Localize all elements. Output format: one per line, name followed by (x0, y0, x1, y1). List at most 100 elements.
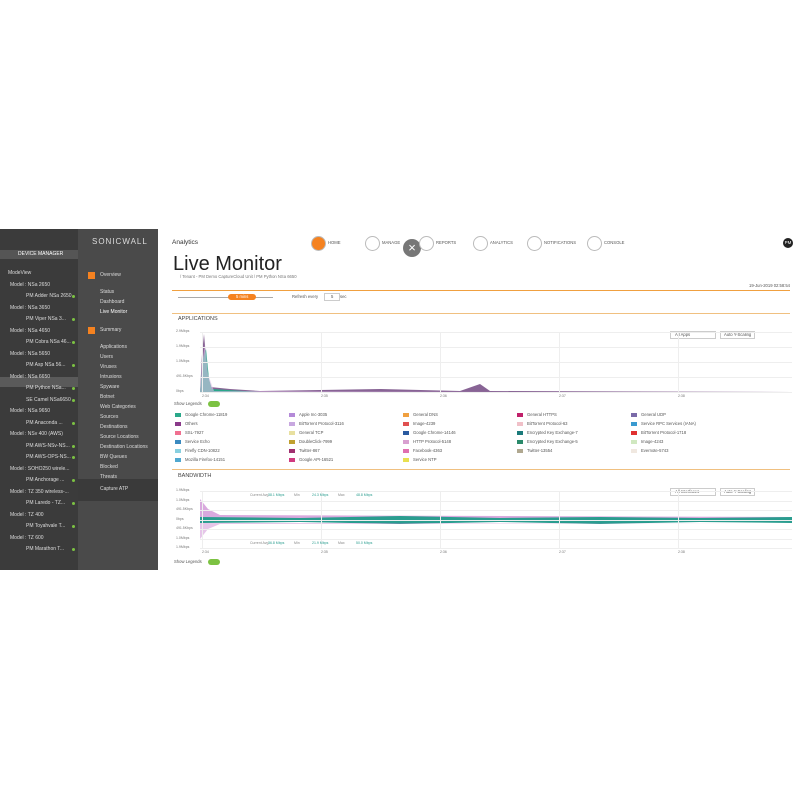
legend-swatch[interactable] (289, 458, 295, 462)
tree-device[interactable]: PM AWS-NSv-NS... (26, 442, 70, 449)
legend-swatch[interactable] (631, 413, 637, 417)
legend-swatch[interactable] (631, 422, 637, 426)
filter-dropdown[interactable]: All Interfaces (670, 488, 716, 497)
nav-item[interactable]: Viruses (100, 364, 117, 370)
tree-model[interactable]: Model : NSa 2650 (10, 281, 51, 288)
legend-label[interactable]: DoubleClick-7999 (299, 439, 333, 444)
tree-model[interactable]: Model : NSv 400 (AWS) (10, 431, 63, 437)
tree-device[interactable]: PM Adder NSa 2650 (26, 293, 72, 299)
legend-label[interactable]: Image-4239 (413, 421, 436, 426)
tree-model[interactable]: Model : TZ 600 (10, 534, 44, 541)
legend-label[interactable]: Evernote-5743 (641, 448, 669, 453)
nav-item[interactable]: Sources (100, 414, 119, 420)
legend-label[interactable]: Google API-16521 (299, 457, 334, 462)
nav-item[interactable]: Source Locations (100, 434, 139, 440)
nav-item[interactable]: Threats (100, 474, 117, 480)
tree-device[interactable]: PM Asp NSa 56... (26, 362, 66, 368)
tree-device[interactable]: PM Cobra NSa 46... (26, 339, 71, 345)
legend-swatch[interactable] (289, 431, 295, 435)
legend-label[interactable]: HTTP Protocol-5148 (413, 439, 452, 444)
nav-section[interactable]: Overview (100, 272, 121, 278)
nav-tab[interactable]: CONSOLE (604, 240, 625, 245)
tree-root[interactable]: ModeView (8, 270, 32, 276)
legend-label[interactable]: BitTorrent Protocol-63 (527, 421, 568, 426)
legend-swatch[interactable] (517, 413, 523, 417)
nav-footer[interactable]: Capture ATP (100, 486, 129, 492)
filter-dropdown[interactable]: All Apps (670, 331, 716, 340)
nav-tab[interactable]: NOTIFICATIONS (544, 240, 577, 245)
nav-item[interactable]: Status (100, 289, 115, 295)
legend-swatch[interactable] (175, 413, 181, 417)
nav-item[interactable]: BW Queues (100, 454, 127, 460)
legend-label[interactable]: General UDP (641, 412, 666, 417)
tree-model[interactable]: Model : TZ 350 wireless-... (10, 488, 69, 495)
legend-swatch[interactable] (403, 413, 409, 417)
legend-swatch[interactable] (175, 422, 181, 426)
tree-device[interactable]: PM Python NSa... (26, 385, 66, 391)
legend-swatch[interactable] (175, 431, 181, 435)
legend-label[interactable]: Google Chrome-11819 (185, 412, 228, 417)
legend-label[interactable]: Service RPC Services (IANA) (641, 421, 696, 426)
legend-label[interactable]: Encrypted Key Exchange-7 (527, 430, 578, 435)
nav-item[interactable]: Dashboard (100, 299, 125, 305)
legend-label[interactable]: Firefly CDN-10822 (185, 448, 220, 453)
tree-device[interactable]: PM Marathon T... (26, 546, 64, 552)
nav-item[interactable]: Users (100, 354, 114, 360)
avatar[interactable]: PM (783, 238, 793, 248)
legend-swatch[interactable] (289, 449, 295, 453)
nav-item[interactable]: Botnet (100, 394, 115, 400)
legend-swatch[interactable] (631, 449, 637, 453)
legend-swatch[interactable] (289, 440, 295, 444)
tree-model[interactable]: Model : NSa 9650 (10, 408, 51, 414)
legend-label[interactable]: Encrypted Key Exchange-5 (527, 439, 578, 444)
refresh-input[interactable]: 5 (324, 293, 341, 302)
tree-model[interactable]: Model : NSa 3650 (10, 304, 51, 311)
legend-swatch[interactable] (403, 440, 409, 444)
legend-label[interactable]: BitTorrent Protocol-3116 (299, 421, 344, 426)
legend-swatch[interactable] (403, 449, 409, 453)
legend-swatch[interactable] (289, 422, 295, 426)
legend-label[interactable]: Service Echo (185, 439, 210, 444)
nav-tab[interactable]: MANAGE (382, 240, 401, 245)
legend-label[interactable]: General HTTPS (527, 412, 557, 417)
tree-model[interactable]: Model : NSa 5650 (10, 350, 51, 357)
legend-swatch[interactable] (403, 431, 409, 435)
nav-section[interactable]: Summary (100, 327, 122, 333)
legend-label[interactable]: Mozilla Firefox-14151 (185, 457, 226, 462)
nav-item[interactable]: Destination Locations (100, 444, 148, 450)
legend-label[interactable]: General DNS (413, 412, 438, 417)
nav-tab[interactable]: HOME (328, 240, 341, 245)
toggle[interactable] (208, 401, 220, 407)
nav-item[interactable]: Web Categories (100, 404, 136, 410)
tree-device[interactable]: PM AWS-OPS-NS... (26, 454, 71, 460)
breadcrumb[interactable]: / Tenant - PM Demo CaptureCloud Unit / P… (180, 274, 297, 279)
legend-label[interactable]: Twitter-867 (299, 448, 320, 453)
legend-swatch[interactable] (631, 431, 637, 435)
scaling-button[interactable]: Auto Y-Scaling (720, 488, 756, 497)
legend-swatch[interactable] (517, 440, 523, 444)
legend-swatch[interactable] (403, 422, 409, 426)
legend-swatch[interactable] (403, 458, 409, 462)
nav-tab[interactable]: ANALYTICS (490, 240, 513, 245)
slider-handle[interactable]: 5 mins (228, 294, 257, 301)
legend-label[interactable]: Google Chrome-14146 (413, 430, 456, 435)
legend-swatch[interactable] (175, 440, 181, 444)
tree-model[interactable]: Model : NSa 4650 (10, 327, 51, 334)
legend-toggle-label[interactable]: Show Legends (174, 401, 202, 406)
toggle[interactable] (208, 559, 220, 565)
legend-label[interactable]: Others (185, 421, 198, 426)
nav-item[interactable]: Blocked (100, 464, 118, 470)
legend-swatch[interactable] (517, 431, 523, 435)
legend-label[interactable]: General TCP (299, 430, 324, 435)
legend-swatch[interactable] (517, 449, 523, 453)
nav-item[interactable]: Intrusions (100, 374, 122, 380)
tree-model[interactable]: Model : TZ 400 (10, 511, 44, 518)
legend-label[interactable]: BitTorrent Protocol-1718 (641, 430, 687, 435)
legend-swatch[interactable] (631, 440, 637, 444)
tree-model[interactable]: Model : NSa 6650 (10, 373, 51, 380)
tree-device[interactable]: PM Toyahvale T... (26, 523, 66, 529)
legend-label[interactable]: Service NTP (413, 457, 437, 462)
tree-device[interactable]: PM Anaconda ... (26, 419, 63, 426)
legend-label[interactable]: Facebook-4363 (413, 448, 443, 453)
nav-item[interactable]: Destinations (100, 424, 128, 430)
